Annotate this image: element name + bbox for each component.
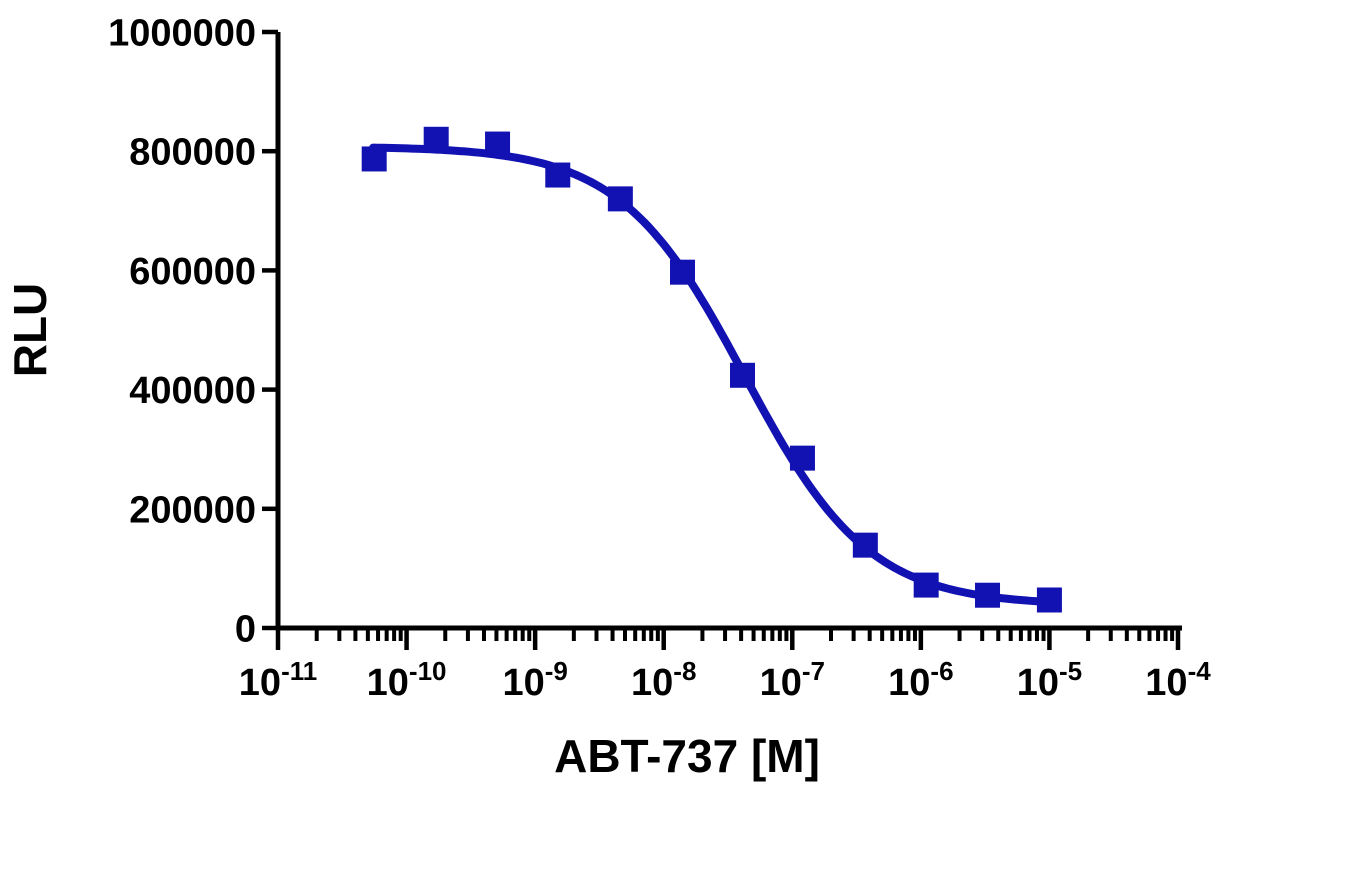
x-axis-tick-label: 10-5 bbox=[1017, 656, 1082, 704]
data-point-marker bbox=[423, 126, 449, 152]
data-point-marker bbox=[913, 572, 939, 598]
y-axis-tick-label: 800000 bbox=[129, 132, 256, 174]
data-point-marker bbox=[670, 259, 696, 285]
x-axis-tick-label: 10-9 bbox=[502, 656, 567, 704]
y-axis-tick-label: 1000000 bbox=[108, 13, 256, 55]
fit-curve bbox=[369, 143, 1054, 606]
x-axis-title: ABT-737 [M] bbox=[554, 730, 820, 782]
x-axis-tick-label: 10-11 bbox=[239, 656, 317, 704]
y-axis-tick-label: 200000 bbox=[129, 489, 256, 531]
x-axis-tick-label: 10-4 bbox=[1145, 656, 1211, 704]
data-point-marker bbox=[485, 131, 511, 157]
y-axis-tick-label: 0 bbox=[235, 609, 256, 651]
y-axis-title: RLU bbox=[4, 283, 56, 378]
data-point-marker bbox=[545, 162, 571, 188]
x-axis-tick-label: 10-10 bbox=[367, 656, 447, 704]
data-point-marker bbox=[975, 582, 1001, 608]
data-point-marker bbox=[1036, 587, 1062, 613]
data-point-marker bbox=[852, 532, 878, 558]
x-axis-tick-label: 10-8 bbox=[631, 656, 696, 704]
data-point-marker bbox=[729, 362, 755, 388]
data-point-marker bbox=[361, 146, 387, 172]
plot-area: 0 200000 400000 600000 800000 1000000 10-11 10-… bbox=[108, 13, 1211, 705]
x-axis-tick-label: 10-6 bbox=[888, 656, 953, 704]
data-point-marker bbox=[789, 445, 815, 471]
y-axis-tick-label: 400000 bbox=[129, 370, 256, 412]
y-axis-tick-label: 600000 bbox=[129, 251, 256, 293]
x-axis-tick-label: 10-7 bbox=[760, 656, 825, 704]
data-point-marker bbox=[607, 186, 633, 212]
